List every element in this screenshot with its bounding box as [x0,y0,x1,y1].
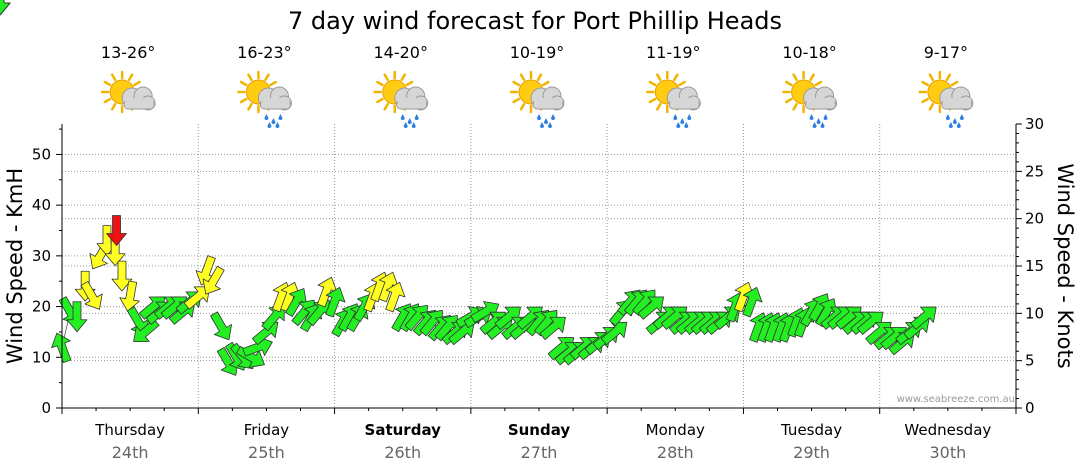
partly-cloudy-icon [100,70,156,114]
weather-icons [100,70,974,128]
y-tick-label-left: 40 [32,196,51,214]
wind-arrow [637,296,665,320]
y-tick-label-left: 30 [32,247,51,265]
showers-icon [237,70,292,128]
day-temperature: 13-26° [101,43,156,62]
wind-arrow [119,280,140,312]
y-tick-label-left: 10 [32,348,51,366]
wind-arrow [910,306,937,330]
wind-arrow [236,345,265,368]
day-temperature: 16-23° [237,43,292,62]
day-name: Monday [646,421,705,439]
wind-arrows [0,0,937,376]
day-name: Wednesday [904,421,991,439]
wind-arrow [539,316,566,340]
wind-arrow [325,287,346,318]
day-temperature: 10-19° [510,43,565,62]
day-name: Thursday [94,421,165,439]
axes [56,123,1022,414]
wind-arrow [470,301,500,324]
wind-arrow [285,288,307,317]
wind-arrow [815,298,838,328]
wind-arrow-strong [106,215,127,246]
wind-arrow [202,265,225,295]
y-tick-label-right: 20 [1025,210,1044,228]
showers-icon [918,70,974,128]
y-tick-label-right: 25 [1025,162,1044,180]
wind-arrow [600,321,628,346]
showers-icon [782,70,838,128]
x-day-labels: Thursday 24th Friday 25th Saturday 26th Sunday… [94,421,991,462]
wind-arrow [210,311,233,341]
showers-icon [509,70,565,128]
y-axis-label-left: Wind Speed - KmH [3,168,27,364]
y-ticks-left: 0 10 20 30 40 50 [32,145,51,417]
y-tick-label-left: 50 [32,145,51,163]
day-name: Sunday [508,421,571,439]
wind-arrow [0,0,11,16]
y-tick-label-right: 0 [1025,399,1035,417]
day-date: 25th [248,443,285,462]
y-tick-label-left: 20 [32,298,51,316]
wind-arrow [242,336,273,357]
wind-arrow [183,286,211,310]
day-date: 28th [657,443,694,462]
wind-arrow [317,276,338,308]
wind-arrow [419,309,443,337]
wind-arrow [111,260,133,292]
y-tick-label-right: 10 [1025,304,1044,322]
y-ticks-right: 0 5 10 15 20 25 30 [1025,115,1044,417]
wind-arrow [434,314,458,342]
day-date: 24th [112,443,149,462]
y-tick-label-right: 15 [1025,257,1044,275]
wind-arrow [742,287,763,318]
y-tick-label-left: 0 [41,399,51,417]
day-name: Saturday [365,421,442,439]
wind-arrow [66,301,88,333]
y-axis-label-right: Wind Speed - Knots [1053,163,1077,368]
grid [62,124,1016,408]
wind-arrow [80,281,103,310]
wind-arrow [404,304,428,332]
y-tick-label-right: 5 [1025,352,1035,370]
day-temperature: 9-17° [924,43,968,62]
wind-arrow [378,271,399,303]
chart-title: 7 day wind forecast for Port Phillip Hea… [288,7,782,35]
wind-arrow [385,281,406,313]
daily-temperatures: 13-26° 16-23° 14-20° 10-19° 11-19° 10-18° 9-17… [101,43,968,62]
day-date: 30th [929,443,966,462]
day-temperature: 11-19° [646,43,701,62]
wind-arrow [133,318,160,342]
showers-icon [373,70,429,128]
day-date: 26th [384,443,421,462]
source-credit: www.seabreeze.com.au [897,394,1015,405]
day-name: Tuesday [780,421,842,439]
day-temperature: 10-18° [782,43,837,62]
showers-icon [646,70,701,128]
day-temperature: 14-20° [373,43,428,62]
day-name: Friday [244,421,290,439]
y-tick-label-right: 30 [1025,115,1044,133]
day-date: 27th [521,443,558,462]
day-date: 29th [793,443,830,462]
